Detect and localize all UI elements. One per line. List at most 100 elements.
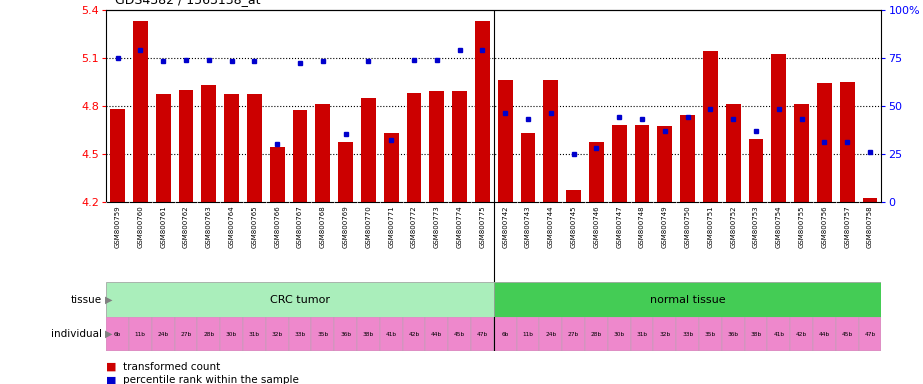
Bar bbox=[156, 94, 171, 202]
Text: GSM800746: GSM800746 bbox=[593, 206, 599, 248]
Bar bbox=[722, 317, 745, 351]
Text: GSM800748: GSM800748 bbox=[639, 206, 645, 248]
Text: 35b: 35b bbox=[318, 331, 329, 337]
Text: GSM800774: GSM800774 bbox=[457, 206, 462, 248]
Text: GSM800769: GSM800769 bbox=[342, 206, 349, 248]
Bar bbox=[151, 317, 174, 351]
Text: 24b: 24b bbox=[158, 331, 169, 337]
Text: transformed count: transformed count bbox=[123, 362, 220, 372]
Text: ▶: ▶ bbox=[105, 329, 113, 339]
Text: GSM800761: GSM800761 bbox=[161, 206, 166, 248]
Text: percentile rank within the sample: percentile rank within the sample bbox=[123, 375, 299, 384]
Bar bbox=[772, 55, 786, 202]
Bar bbox=[813, 317, 836, 351]
Text: 41b: 41b bbox=[773, 331, 785, 337]
Bar bbox=[612, 125, 627, 202]
Text: normal tissue: normal tissue bbox=[650, 295, 725, 305]
Text: 32b: 32b bbox=[271, 331, 282, 337]
Bar bbox=[334, 317, 357, 351]
Text: GSM800745: GSM800745 bbox=[570, 206, 577, 248]
Bar bbox=[608, 317, 630, 351]
Text: GSM800758: GSM800758 bbox=[867, 206, 873, 248]
Text: GSM800756: GSM800756 bbox=[821, 206, 827, 248]
Bar bbox=[544, 80, 558, 202]
Text: GSM800755: GSM800755 bbox=[798, 206, 805, 248]
Bar bbox=[266, 317, 289, 351]
Text: 27b: 27b bbox=[180, 331, 192, 337]
Text: GSM800771: GSM800771 bbox=[389, 206, 394, 248]
Bar bbox=[840, 82, 855, 202]
Bar bbox=[566, 190, 581, 202]
Bar bbox=[293, 111, 307, 202]
Bar bbox=[426, 317, 449, 351]
Text: GSM800747: GSM800747 bbox=[617, 206, 622, 248]
Text: GSM800767: GSM800767 bbox=[297, 206, 303, 248]
Text: 36b: 36b bbox=[727, 331, 738, 337]
Text: 35b: 35b bbox=[705, 331, 716, 337]
Bar bbox=[402, 317, 426, 351]
Text: 36b: 36b bbox=[340, 331, 351, 337]
Text: GSM800742: GSM800742 bbox=[502, 206, 509, 248]
Text: 33b: 33b bbox=[294, 331, 306, 337]
Text: GSM800749: GSM800749 bbox=[662, 206, 668, 248]
Bar bbox=[110, 109, 125, 202]
Text: CRC tumor: CRC tumor bbox=[270, 295, 330, 305]
Bar bbox=[178, 89, 193, 202]
Text: GSM800744: GSM800744 bbox=[548, 206, 554, 248]
Bar bbox=[247, 94, 262, 202]
Text: 6b: 6b bbox=[501, 331, 509, 337]
Bar bbox=[133, 21, 148, 202]
Bar bbox=[653, 317, 677, 351]
Text: GSM800743: GSM800743 bbox=[525, 206, 531, 248]
Bar bbox=[449, 317, 471, 351]
Text: 38b: 38b bbox=[363, 331, 374, 337]
Bar bbox=[361, 98, 376, 202]
Bar bbox=[699, 317, 722, 351]
Text: GSM800765: GSM800765 bbox=[251, 206, 258, 248]
Text: 31b: 31b bbox=[637, 331, 648, 337]
Bar bbox=[585, 317, 608, 351]
Text: individual: individual bbox=[51, 329, 102, 339]
Bar bbox=[384, 133, 399, 202]
Bar bbox=[521, 133, 535, 202]
Text: 45b: 45b bbox=[842, 331, 853, 337]
Bar bbox=[224, 94, 239, 202]
Bar bbox=[589, 142, 604, 202]
Bar bbox=[725, 104, 740, 202]
Text: 42b: 42b bbox=[408, 331, 420, 337]
Bar bbox=[494, 317, 517, 351]
Text: 44b: 44b bbox=[819, 331, 830, 337]
Bar bbox=[357, 317, 379, 351]
Bar bbox=[630, 317, 653, 351]
Bar bbox=[517, 317, 539, 351]
Bar bbox=[858, 317, 881, 351]
Text: 47b: 47b bbox=[477, 331, 488, 337]
Text: GSM800775: GSM800775 bbox=[479, 206, 485, 248]
Bar bbox=[311, 317, 334, 351]
Text: ■: ■ bbox=[106, 375, 116, 384]
Bar bbox=[790, 317, 813, 351]
Bar bbox=[106, 317, 129, 351]
Text: 30b: 30b bbox=[226, 331, 237, 337]
Bar bbox=[379, 317, 402, 351]
Bar bbox=[703, 51, 718, 202]
Bar bbox=[657, 126, 672, 202]
Bar bbox=[289, 317, 311, 351]
Text: GSM800772: GSM800772 bbox=[411, 206, 417, 248]
Bar bbox=[749, 139, 763, 202]
Bar bbox=[221, 317, 243, 351]
Bar bbox=[406, 93, 422, 202]
Text: GSM800750: GSM800750 bbox=[685, 206, 690, 248]
Bar bbox=[106, 282, 494, 317]
Bar bbox=[452, 91, 467, 202]
Bar bbox=[471, 317, 494, 351]
Text: GSM800768: GSM800768 bbox=[319, 206, 326, 248]
Text: GSM800764: GSM800764 bbox=[229, 206, 234, 248]
Text: GSM800752: GSM800752 bbox=[730, 206, 737, 248]
Bar bbox=[270, 147, 284, 202]
Bar bbox=[539, 317, 562, 351]
Text: GSM800757: GSM800757 bbox=[845, 206, 850, 248]
Text: GSM800773: GSM800773 bbox=[434, 206, 439, 248]
Bar bbox=[767, 317, 790, 351]
Bar bbox=[680, 115, 695, 202]
